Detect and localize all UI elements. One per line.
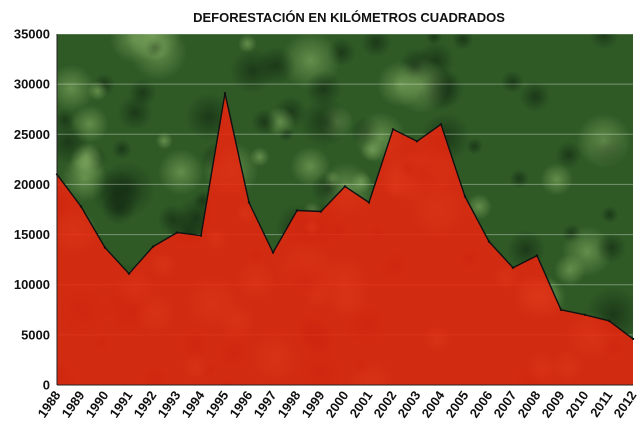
canopy-texture: [595, 232, 627, 264]
data-point-1993: [175, 231, 179, 234]
x-tick-label: 1990: [83, 388, 112, 420]
x-tick-label: 2004: [419, 387, 448, 420]
y-tick-label: 35000: [14, 27, 50, 42]
canopy-texture: [555, 141, 583, 169]
x-tick-label: 1995: [203, 388, 232, 420]
x-tick-label: 2005: [443, 388, 472, 420]
canopy-texture: [540, 163, 574, 196]
data-point-1999: [319, 210, 323, 213]
data-point-1992: [151, 245, 155, 248]
data-point-1997: [271, 251, 275, 254]
canopy-texture: [91, 168, 142, 218]
data-point-1990: [103, 246, 107, 249]
canopy-texture: [304, 70, 343, 108]
x-tick-label: 2008: [515, 388, 544, 420]
x-axis-ticks: 1988198919901991199219931994199519961997…: [35, 387, 640, 420]
canopy-texture: [554, 254, 586, 286]
canopy-texture: [393, 57, 450, 114]
canopy-texture: [361, 34, 392, 58]
canopy-texture: [500, 70, 524, 94]
x-tick-label: 1993: [155, 388, 184, 420]
x-tick-label: 1998: [275, 388, 304, 420]
y-tick-label: 30000: [14, 77, 50, 92]
canopy-texture: [157, 149, 204, 196]
x-tick-label: 2010: [563, 388, 592, 420]
canopy-texture: [111, 139, 133, 160]
data-point-1994: [199, 234, 203, 237]
canopy-texture: [87, 80, 108, 101]
data-point-2005: [463, 195, 467, 198]
x-tick-label: 2007: [491, 388, 520, 420]
canopy-texture: [509, 168, 530, 189]
canopy-texture: [229, 47, 276, 94]
area-fill: [57, 93, 633, 385]
canopy-texture: [70, 105, 109, 143]
y-tick-label: 15000: [14, 227, 50, 242]
x-tick-label: 2012: [611, 388, 640, 420]
y-tick-label: 10000: [14, 277, 50, 292]
canopy-texture: [519, 81, 551, 113]
y-tick-label: 0: [43, 378, 50, 393]
x-tick-label: 1992: [131, 388, 160, 420]
x-tick-label: 1988: [35, 388, 64, 420]
x-tick-label: 1994: [179, 387, 208, 420]
data-point-2000: [343, 185, 347, 188]
canopy-texture: [451, 34, 474, 50]
data-point-2004: [439, 123, 443, 126]
canopy-texture: [155, 132, 173, 150]
canopy-texture: [589, 34, 620, 50]
x-tick-label: 2000: [323, 388, 352, 420]
data-point-2012: [631, 337, 635, 341]
canopy-texture: [299, 97, 350, 148]
data-point-2001: [367, 201, 371, 204]
x-tick-label: 2006: [467, 388, 496, 420]
data-point-1996: [247, 201, 251, 204]
canopy-texture: [109, 34, 159, 63]
x-tick-label: 1991: [107, 388, 136, 420]
y-tick-label: 5000: [21, 327, 50, 342]
data-point-2002: [391, 128, 395, 131]
data-point-1998: [295, 209, 299, 212]
canopy-texture: [600, 205, 619, 224]
x-tick-label: 1996: [227, 388, 256, 420]
x-tick-label: 1997: [251, 388, 280, 420]
y-axis-ticks: 0 5000 10000 15000 20000 25000 30000 35000: [14, 27, 50, 393]
x-tick-label: 2003: [395, 388, 424, 420]
x-tick-label: 2001: [347, 388, 376, 420]
y-tick-label: 25000: [14, 127, 50, 142]
x-tick-label: 2002: [371, 388, 400, 420]
canopy-texture: [251, 108, 278, 136]
canopy-texture: [425, 34, 443, 46]
data-points: [55, 34, 635, 386]
y-tick-label: 20000: [14, 177, 50, 192]
x-tick-label: 1999: [299, 388, 328, 420]
data-point-1991: [127, 272, 131, 275]
data-point-2006: [487, 240, 491, 243]
x-tick-label: 2011: [587, 388, 615, 420]
canopy-texture: [57, 64, 95, 112]
data-point-2009: [559, 308, 563, 311]
x-tick-label: 2009: [539, 388, 568, 420]
data-point-2007: [511, 266, 515, 269]
canopy-texture: [576, 113, 632, 168]
x-tick-label: 1989: [59, 388, 88, 420]
canopy-texture: [128, 78, 157, 107]
data-point-1989: [79, 205, 83, 208]
canopy-texture: [57, 109, 76, 131]
data-point-2008: [535, 254, 539, 257]
data-point-2003: [415, 140, 419, 143]
data-point-1995: [223, 92, 227, 95]
chart-title: DEFORESTACIÓN EN KILÓMETROS CUADRADOS: [193, 10, 505, 25]
data-point-2011: [607, 319, 611, 322]
data-point-2010: [583, 313, 587, 316]
